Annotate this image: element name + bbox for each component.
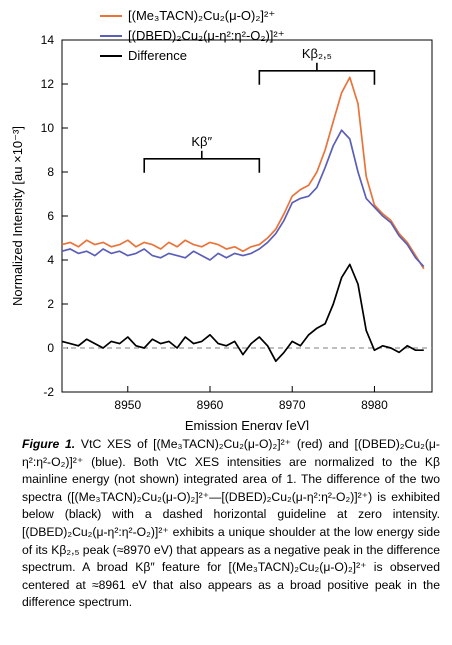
x-tick-label: 8970: [279, 398, 306, 412]
xes-chart: -2 0 2 4 6 8 10 12 14 8950 8960 8970 8980 Emission En…: [10, 33, 433, 430]
x-tick-label: 8950: [114, 398, 141, 412]
legend-item-difference: Difference: [100, 46, 285, 66]
chart-axes: -2 0 2 4 6 8 10 12 14 8950 8960 8970 8980 Emission En…: [10, 33, 433, 430]
bracket-kb25: [258, 70, 376, 85]
chart-annotations: Kβ″ Kβ₂,₅: [143, 46, 376, 173]
caption-text: VtC XES of [(Me₃TACN)₂Cu₂(μ-O)₂]²⁺ (red)…: [22, 437, 440, 610]
legend-item-me3tacn: [(Me₃TACN)₂Cu₂(μ-O)₂]²⁺: [100, 6, 285, 26]
legend-label-difference: Difference: [128, 48, 188, 63]
y-tick-label: 0: [47, 341, 54, 355]
legend-swatch-black: [100, 55, 122, 57]
bracket-kb-double-prime: [143, 158, 261, 173]
y-tick-label: 12: [41, 77, 55, 91]
y-tick-label: 8: [47, 165, 54, 179]
legend-swatch-orange: [100, 15, 122, 17]
y-tick-label: -2: [43, 385, 54, 399]
x-tick-label: 8980: [361, 398, 388, 412]
chart-legend: [(Me₃TACN)₂Cu₂(μ-O)₂]²⁺ [(DBED)₂Cu₂(μ-η²…: [100, 6, 285, 66]
figure-caption: Figure 1. VtC XES of [(Me₃TACN)₂Cu₂(μ-O)…: [22, 436, 440, 612]
y-tick-label: 10: [41, 121, 55, 135]
y-tick-label: 2: [47, 297, 54, 311]
figure-label: Figure 1.: [22, 437, 76, 451]
series-dbed-line: [61, 129, 425, 268]
y-tick-label: 6: [47, 209, 54, 223]
y-axis-label: Normalized Intensity [au ×10⁻³]: [10, 126, 25, 306]
plot-frame: [61, 39, 433, 393]
legend-label-dbed: [(DBED)₂Cu₂(μ-η²:η²-O₂)]²⁺: [128, 28, 285, 43]
chart-series: [61, 76, 432, 363]
series-me3tacn-line: [61, 76, 425, 270]
y-tick-label: 4: [47, 253, 54, 267]
legend-item-dbed: [(DBED)₂Cu₂(μ-η²:η²-O₂)]²⁺: [100, 26, 285, 46]
x-tick-label: 8960: [197, 398, 224, 412]
y-tick-label: 14: [41, 33, 55, 47]
legend-swatch-blue: [100, 35, 122, 37]
legend-label-me3tacn: [(Me₃TACN)₂Cu₂(μ-O)₂]²⁺: [128, 8, 276, 23]
bracket-kb-double-prime-label: Kβ″: [191, 134, 212, 149]
bracket-kb25-label: Kβ₂,₅: [302, 46, 332, 61]
series-difference-line: [61, 263, 424, 363]
x-axis-label: Emission Energy [eV]: [185, 418, 309, 430]
